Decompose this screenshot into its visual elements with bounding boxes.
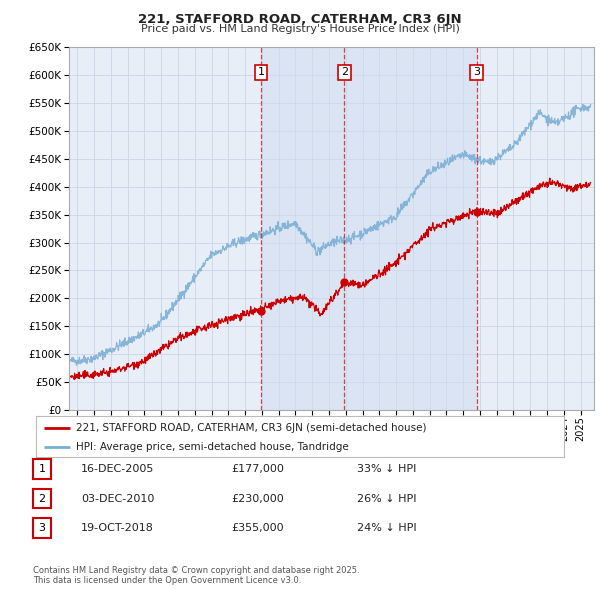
Text: 3: 3 xyxy=(473,67,480,77)
Text: 26% ↓ HPI: 26% ↓ HPI xyxy=(357,494,416,503)
Text: 2: 2 xyxy=(38,494,46,503)
Text: HPI: Average price, semi-detached house, Tandridge: HPI: Average price, semi-detached house,… xyxy=(76,442,349,452)
Text: 221, STAFFORD ROAD, CATERHAM, CR3 6JN (semi-detached house): 221, STAFFORD ROAD, CATERHAM, CR3 6JN (s… xyxy=(76,422,426,432)
Text: 33% ↓ HPI: 33% ↓ HPI xyxy=(357,464,416,474)
Bar xyxy=(261,47,476,410)
Text: Contains HM Land Registry data © Crown copyright and database right 2025.
This d: Contains HM Land Registry data © Crown c… xyxy=(33,566,359,585)
Text: 1: 1 xyxy=(38,464,46,474)
Text: 2: 2 xyxy=(341,67,348,77)
Text: 221, STAFFORD ROAD, CATERHAM, CR3 6JN: 221, STAFFORD ROAD, CATERHAM, CR3 6JN xyxy=(138,13,462,26)
Text: £230,000: £230,000 xyxy=(231,494,284,503)
Text: £177,000: £177,000 xyxy=(231,464,284,474)
Text: £355,000: £355,000 xyxy=(231,523,284,533)
Text: 24% ↓ HPI: 24% ↓ HPI xyxy=(357,523,416,533)
Text: 3: 3 xyxy=(38,523,46,533)
Text: Price paid vs. HM Land Registry's House Price Index (HPI): Price paid vs. HM Land Registry's House … xyxy=(140,25,460,34)
Text: 1: 1 xyxy=(257,67,265,77)
Text: 16-DEC-2005: 16-DEC-2005 xyxy=(81,464,154,474)
Text: 19-OCT-2018: 19-OCT-2018 xyxy=(81,523,154,533)
Text: 03-DEC-2010: 03-DEC-2010 xyxy=(81,494,154,503)
